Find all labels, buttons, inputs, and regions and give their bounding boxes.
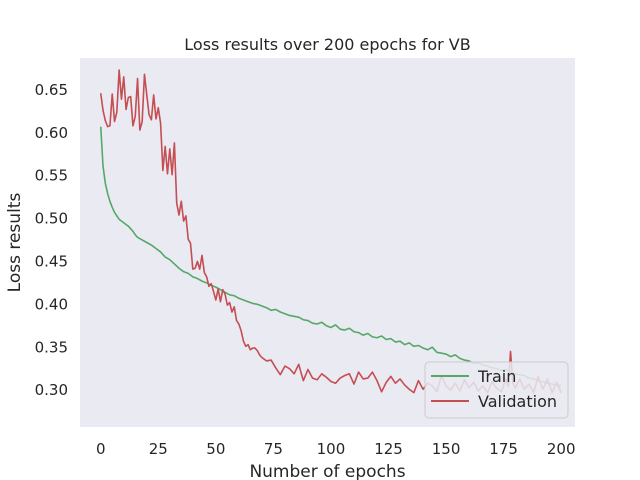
y-tick-label: 0.65 xyxy=(35,81,68,99)
x-tick-label: 50 xyxy=(206,440,225,458)
x-tick-label: 0 xyxy=(96,440,106,458)
chart-title: Loss results over 200 epochs for VB xyxy=(184,35,470,54)
y-tick-label: 0.55 xyxy=(35,167,68,185)
x-tick-label: 25 xyxy=(149,440,168,458)
x-tick-label: 175 xyxy=(489,440,518,458)
y-tick-label: 0.35 xyxy=(35,338,68,356)
y-tick-label: 0.45 xyxy=(35,253,68,271)
y-tick-label: 0.30 xyxy=(35,381,68,399)
legend-label-validation: Validation xyxy=(478,392,557,411)
y-tick-label: 0.40 xyxy=(35,295,68,313)
x-tick-label: 150 xyxy=(432,440,461,458)
x-tick-label: 200 xyxy=(547,440,576,458)
x-axis-label: Number of epochs xyxy=(249,462,405,480)
legend: Train Validation xyxy=(424,361,569,419)
y-tick-labels: 0.30 0.35 0.40 0.45 0.50 0.55 0.60 0.65 xyxy=(35,81,68,399)
x-tick-label: 75 xyxy=(264,440,283,458)
x-tick-label: 125 xyxy=(374,440,403,458)
y-axis-label: Loss results xyxy=(5,193,25,293)
y-tick-label: 0.50 xyxy=(35,210,68,228)
x-tick-label: 100 xyxy=(317,440,346,458)
x-tick-labels: 0 25 50 75 100 125 150 175 200 xyxy=(96,440,576,458)
y-tick-label: 0.60 xyxy=(35,124,68,142)
legend-label-train: Train xyxy=(477,367,516,386)
